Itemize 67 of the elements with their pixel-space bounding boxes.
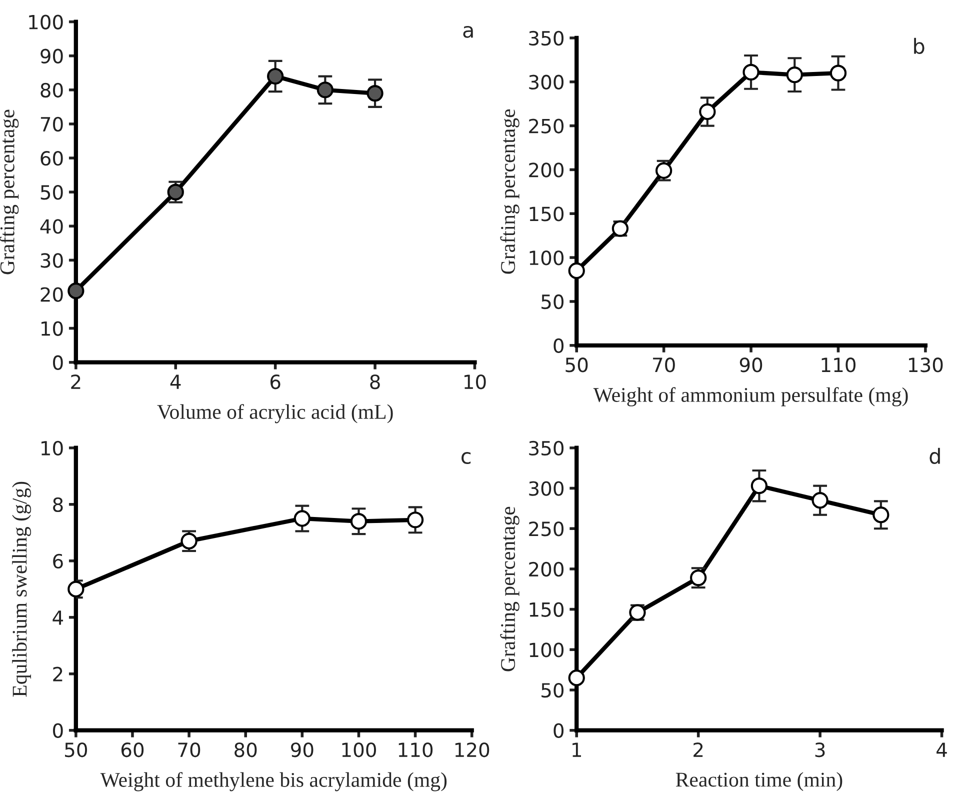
x-tick-label: 50 — [65, 742, 87, 758]
y-tick-label: 350 — [529, 30, 564, 46]
y-axis-title: Equlibrium swelling (g/g) — [12, 482, 32, 697]
y-tick-label: 50 — [542, 682, 564, 698]
y-tick-label: 200 — [529, 162, 564, 178]
y-tick-label: 40 — [40, 219, 63, 234]
annotation: d — [930, 448, 940, 464]
y-tick-label: 100 — [29, 14, 63, 30]
y-tick-label: 300 — [529, 74, 564, 90]
y-tick-label: 30 — [40, 253, 63, 268]
y-tick-label: 90 — [40, 48, 63, 64]
y-tick-label: 10 — [42, 321, 63, 336]
x-tick-label: 120 — [455, 742, 490, 758]
y-tick-label: 300 — [529, 481, 564, 496]
y-tick-label: 2 — [53, 666, 62, 682]
x-tick-label: 110 — [398, 742, 433, 758]
x-axis-title: Volume of acrylic acid (mL) — [157, 404, 393, 424]
y-tick-label: 70 — [40, 116, 63, 132]
y-tick-label: 0 — [554, 338, 564, 354]
x-tick-label: 80 — [234, 742, 257, 758]
y-tick-label: 8 — [53, 497, 63, 512]
y-tick-label: 50 — [40, 185, 63, 200]
y-tick-label: 250 — [529, 118, 564, 134]
x-tick-label: 3 — [815, 742, 825, 758]
y-axis-title: Grafting percentage — [0, 110, 19, 274]
y-tick-label: 150 — [530, 206, 564, 222]
x-tick-label: 60 — [121, 742, 144, 758]
x-axis-title: Weight of methylene bis acrylamide (mg) — [100, 772, 447, 792]
x-tick-label: 6 — [270, 374, 280, 390]
y-tick-label: 10 — [42, 440, 63, 456]
y-tick-label: 4 — [52, 610, 64, 625]
x-tick-label: 4 — [936, 742, 947, 757]
x-axis-title: Weight of ammonium persulfate (mg) — [593, 387, 908, 406]
x-tick-label: 2 — [694, 742, 703, 757]
y-tick-label: 0 — [554, 723, 564, 738]
y-tick-label: 100 — [530, 250, 564, 266]
y-tick-label: 60 — [40, 150, 63, 166]
y-tick-label: 200 — [529, 562, 564, 577]
annotation: c — [462, 452, 471, 464]
y-tick-label: 0 — [53, 723, 63, 738]
annotation: b — [914, 38, 924, 54]
x-tick-label: 130 — [909, 358, 943, 372]
y-axis-title: Grafting percentage — [500, 109, 520, 274]
x-tick-label: 8 — [370, 374, 380, 390]
y-tick-label: 350 — [529, 440, 564, 456]
y-tick-label: 150 — [530, 602, 564, 617]
x-tick-label: 70 — [178, 742, 200, 758]
x-tick-label: 1 — [572, 742, 581, 757]
y-axis-title: Grafting percentage — [500, 506, 520, 672]
annotation: a — [463, 26, 473, 38]
y-tick-label: 50 — [542, 294, 564, 310]
y-tick-label: 100 — [530, 642, 564, 658]
y-tick-label: 0 — [53, 355, 63, 370]
x-tick-label: 90 — [740, 358, 762, 372]
x-tick-label: 90 — [291, 742, 314, 758]
x-tick-label: 50 — [566, 358, 588, 372]
x-tick-label: 10 — [464, 374, 486, 390]
x-tick-label: 2 — [71, 374, 80, 389]
y-tick-label: 80 — [40, 82, 63, 98]
y-tick-label: 6 — [53, 554, 63, 569]
x-tick-label: 4 — [170, 374, 181, 389]
x-tick-label: 110 — [822, 358, 856, 372]
x-tick-label: 70 — [653, 358, 675, 372]
y-tick-label: 250 — [529, 522, 564, 536]
x-axis-title: Reaction time (min) — [676, 772, 842, 791]
x-tick-label: 100 — [342, 742, 376, 758]
y-tick-label: 20 — [40, 287, 63, 302]
